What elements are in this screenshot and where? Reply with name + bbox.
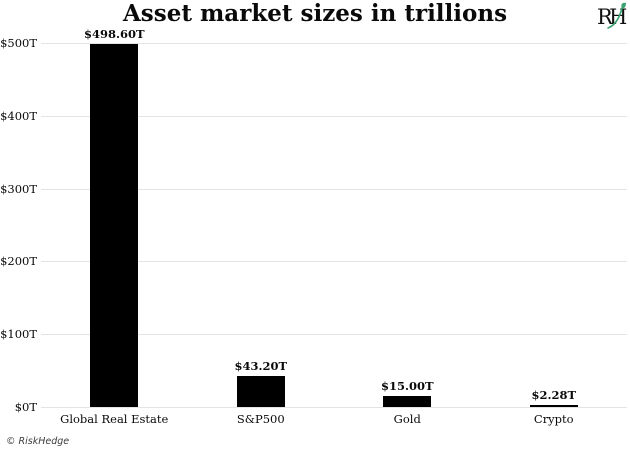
- x-axis-labels: Global Real Estate S&P500 Gold Crypto: [41, 412, 627, 426]
- bar-value-label: $2.28T: [531, 388, 577, 402]
- bar-series: $498.60T $43.20T $15.00T $2.28T: [41, 27, 628, 407]
- bar-column: $2.28T: [481, 43, 628, 407]
- y-tick-label: $400T: [0, 109, 37, 123]
- bar: [236, 376, 285, 407]
- bar-column: $498.60T: [41, 27, 188, 407]
- gridline: [41, 334, 627, 335]
- riskhedge-logo-icon: R H: [597, 2, 627, 29]
- x-axis-category-label: Gold: [393, 412, 421, 426]
- gridline: [41, 43, 627, 44]
- x-axis-category-label: Crypto: [533, 412, 574, 426]
- bar-value-label: $43.20T: [234, 359, 288, 373]
- bar-column: $43.20T: [188, 43, 335, 407]
- y-tick-label: $100T: [0, 327, 37, 341]
- gridline: [41, 261, 627, 262]
- bar: [529, 405, 578, 407]
- plot-area: $498.60T $43.20T $15.00T $2.28T: [41, 27, 628, 408]
- chart-title: Asset market sizes in trillions: [122, 0, 508, 27]
- x-axis-category-label: Global Real Estate: [60, 412, 169, 426]
- gridline: [41, 189, 627, 190]
- gridline: [41, 407, 627, 408]
- y-tick-label: $500T: [0, 36, 37, 50]
- gridline: [41, 116, 627, 117]
- y-axis: $0T $100T $200T $300T $400T $500T: [0, 36, 37, 414]
- copyright-text: © RiskHedge: [6, 436, 70, 447]
- y-tick-label: $0T: [14, 400, 37, 414]
- bar: [383, 396, 432, 407]
- x-axis-category-label: S&P500: [236, 412, 285, 426]
- y-tick-label: $300T: [0, 182, 37, 196]
- bar-column: $15.00T: [334, 43, 481, 407]
- y-tick-label: $200T: [0, 254, 37, 268]
- svg-text:R: R: [597, 5, 614, 29]
- bar-value-label: $15.00T: [380, 379, 434, 393]
- bar-value-label: $498.60T: [83, 27, 145, 41]
- bar: [90, 44, 139, 407]
